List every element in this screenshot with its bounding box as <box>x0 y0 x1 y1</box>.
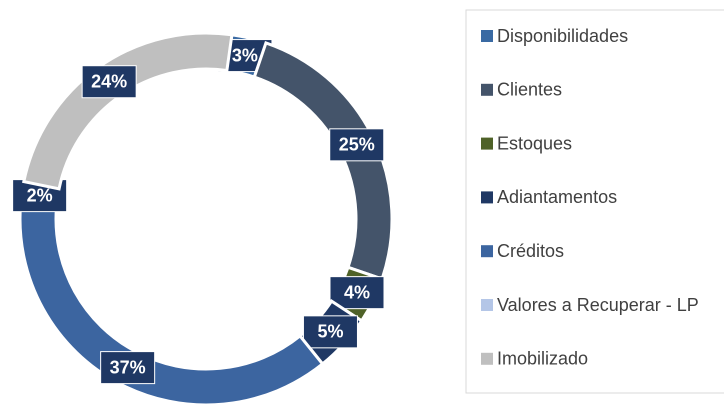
legend-swatch <box>481 137 493 150</box>
data-label: 3% <box>232 45 258 65</box>
data-label: 25% <box>339 135 375 155</box>
legend-box <box>465 9 724 394</box>
data-label-box <box>100 351 156 385</box>
data-label: 4% <box>344 282 370 302</box>
legend-swatch <box>481 299 493 311</box>
data-label-box <box>81 65 137 99</box>
legend-swatch <box>481 245 493 258</box>
donut-slice <box>22 31 234 191</box>
legend-label: Adiantamentos <box>497 187 617 207</box>
legend-label: Disponibilidades <box>497 26 628 46</box>
data-label: 37% <box>110 357 146 377</box>
data-label: 2% <box>27 185 53 205</box>
data-label-box <box>302 315 358 349</box>
legend-label: Estoques <box>497 133 572 153</box>
legend-swatch <box>481 83 493 96</box>
data-label: 5% <box>317 322 343 342</box>
data-label: 24% <box>91 71 127 91</box>
legend-swatch <box>481 191 493 204</box>
donut-slice <box>18 203 325 405</box>
legend-label: Valores a Recuperar - LP <box>497 295 699 315</box>
data-label-box <box>329 128 385 162</box>
legend-label: Créditos <box>497 241 564 261</box>
data-label-box <box>329 276 385 310</box>
legend-label: Clientes <box>497 80 562 100</box>
legend-swatch <box>481 352 493 365</box>
legend-swatch <box>481 30 493 42</box>
legend-label: Imobilizado <box>497 349 588 369</box>
